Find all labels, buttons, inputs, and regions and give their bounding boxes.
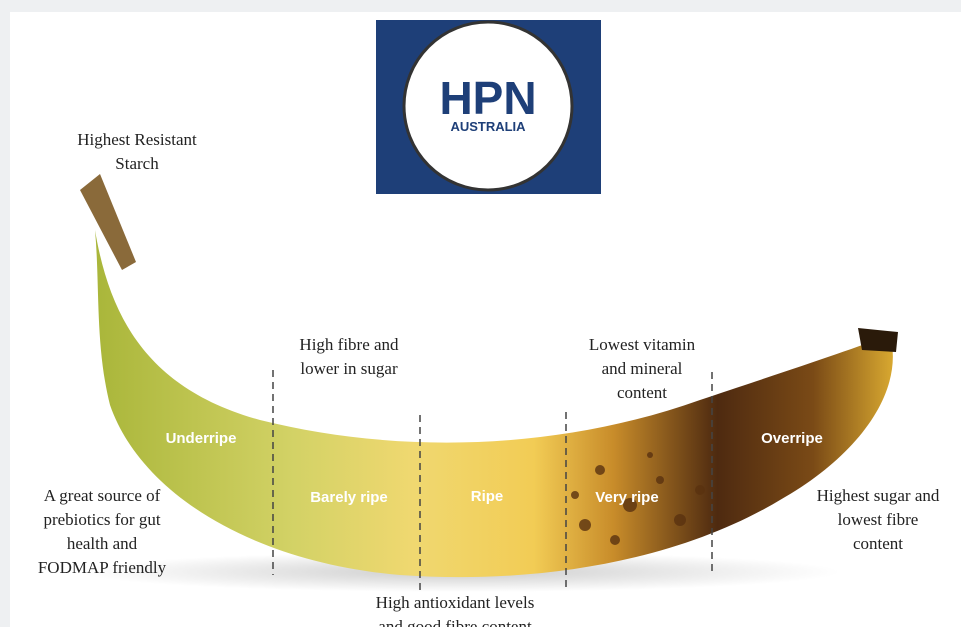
side-strip	[0, 0, 10, 627]
annotation: health and	[67, 534, 138, 553]
top-strip	[0, 0, 961, 12]
annotation: prebiotics for gut	[43, 510, 160, 529]
annotation: and mineral	[602, 359, 683, 378]
logo: HPN AUSTRALIA	[376, 20, 601, 194]
annotation: lowest fibre	[838, 510, 919, 529]
annotation: High antioxidant levels	[376, 593, 535, 612]
annotation: FODMAP friendly	[38, 558, 167, 577]
annotation: Highest sugar and	[817, 486, 940, 505]
infographic: HPN AUSTRALIA Underripe Barely ripe Ripe Ve…	[0, 0, 961, 627]
annotation: content	[853, 534, 903, 553]
logo-title: HPN	[439, 72, 536, 124]
stage-label: Barely ripe	[310, 489, 388, 506]
stage-label: Very ripe	[595, 489, 658, 506]
annotation: Lowest vitamin	[589, 335, 696, 354]
annotation: lower in sugar	[300, 359, 398, 378]
tip	[858, 328, 898, 352]
annotation: and good fibre content	[378, 617, 532, 627]
banana	[95, 230, 893, 577]
stage-label: Ripe	[471, 488, 504, 505]
stage-label: Overripe	[761, 430, 823, 447]
stem	[80, 174, 136, 270]
annotation: Starch	[115, 154, 159, 173]
annotation: content	[617, 383, 667, 402]
logo-subtitle: AUSTRALIA	[450, 119, 526, 134]
annotation: High fibre and	[299, 335, 399, 354]
stage-label: Underripe	[166, 430, 237, 447]
annotation: A great source of	[44, 486, 161, 505]
annotation: Highest Resistant	[77, 130, 197, 149]
